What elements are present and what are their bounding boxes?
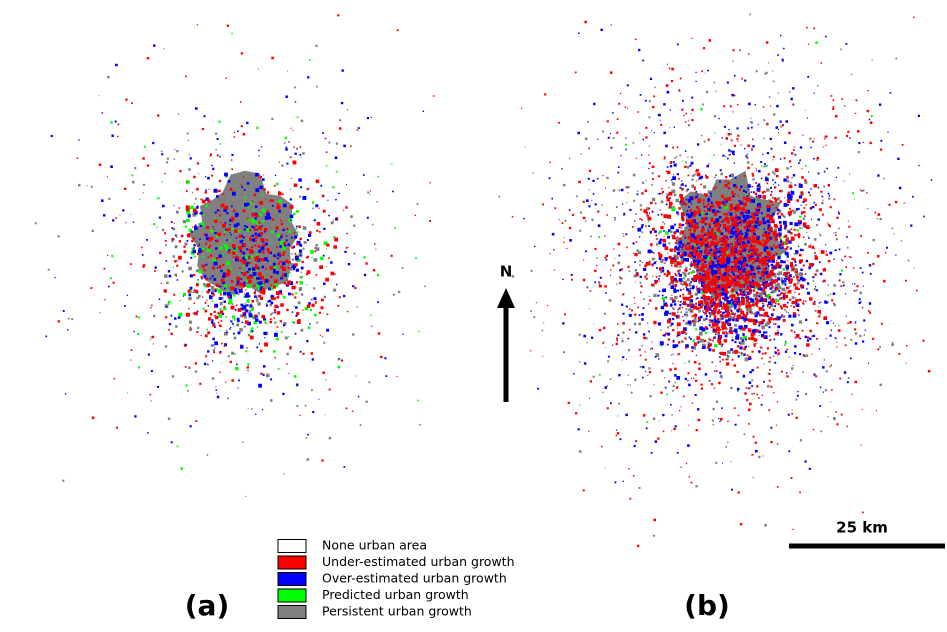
- legend-swatch: [277, 539, 307, 553]
- legend-label: None urban area: [322, 538, 427, 553]
- scale-label: 25 km: [836, 519, 888, 537]
- legend-swatch: [277, 605, 307, 619]
- legend-swatch: [277, 588, 307, 603]
- panel-label: (b): [684, 589, 730, 622]
- maps: [34, 13, 933, 548]
- legend-swatch: [277, 555, 307, 570]
- legend-label: Persistent urban growth: [322, 604, 472, 619]
- legend-label: Under-estimated urban growth: [322, 554, 515, 569]
- legend-swatch: [277, 572, 307, 586]
- legend-label: Over-estimated urban growth: [322, 571, 507, 586]
- legend-label: Predicted urban growth: [322, 587, 469, 602]
- urban-pixels: [598, 41, 907, 423]
- north-label: N: [500, 263, 513, 281]
- urban-pixels: [523, 24, 933, 491]
- north-arrow-head: [497, 288, 515, 308]
- panel-label: (a): [185, 589, 230, 622]
